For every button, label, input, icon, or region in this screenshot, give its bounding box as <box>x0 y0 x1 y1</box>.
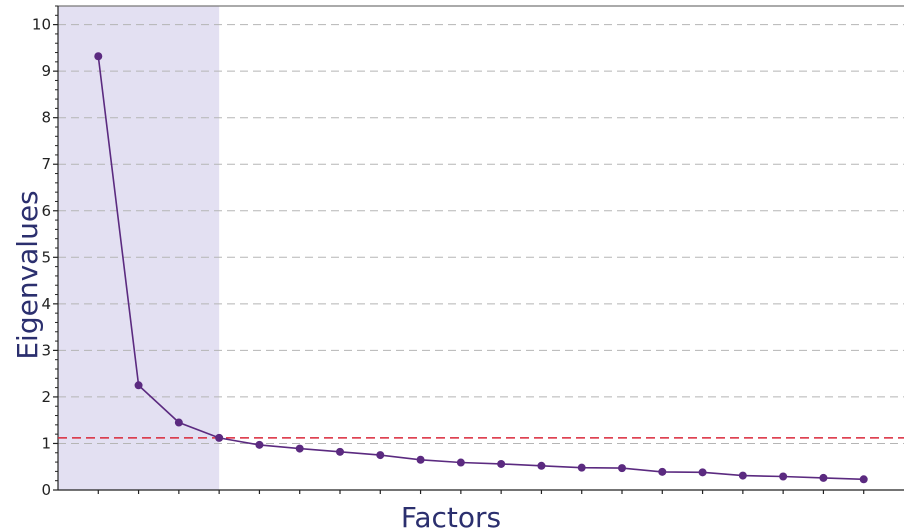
data-point <box>658 467 667 476</box>
data-point <box>94 52 103 61</box>
data-point <box>618 464 626 473</box>
y-tick-label: 7 <box>41 155 51 173</box>
data-point <box>497 459 506 468</box>
data-point <box>456 458 465 467</box>
y-axis-title: Eigenvalues <box>11 190 44 359</box>
y-tick-label: 4 <box>41 295 51 313</box>
data-point <box>255 440 264 449</box>
y-tick-label: 0 <box>41 481 51 499</box>
data-point <box>779 472 788 481</box>
y-tick-label: 3 <box>41 341 51 359</box>
y-tick-label: 6 <box>41 202 51 220</box>
data-point <box>134 381 143 390</box>
data-point <box>336 447 344 456</box>
data-point <box>738 471 747 480</box>
data-point <box>577 463 586 472</box>
data-point <box>174 418 183 427</box>
y-tick-label: 9 <box>41 62 51 80</box>
y-tick-label: 5 <box>41 248 51 266</box>
data-point <box>416 455 425 464</box>
y-tick-label: 8 <box>41 109 51 127</box>
data-point <box>859 475 868 484</box>
data-point <box>376 451 385 460</box>
series-line <box>97 56 864 481</box>
highlight-region <box>58 6 220 490</box>
y-tick-label: 1 <box>41 434 51 452</box>
data-point <box>819 473 828 482</box>
y-tick-label: 2 <box>41 388 51 406</box>
data-point <box>215 433 224 442</box>
data-point <box>698 468 707 477</box>
data-point <box>537 461 546 470</box>
data-point <box>295 444 304 453</box>
y-tick-label: 10 <box>32 16 51 34</box>
x-axis-title: Factors <box>401 501 501 532</box>
